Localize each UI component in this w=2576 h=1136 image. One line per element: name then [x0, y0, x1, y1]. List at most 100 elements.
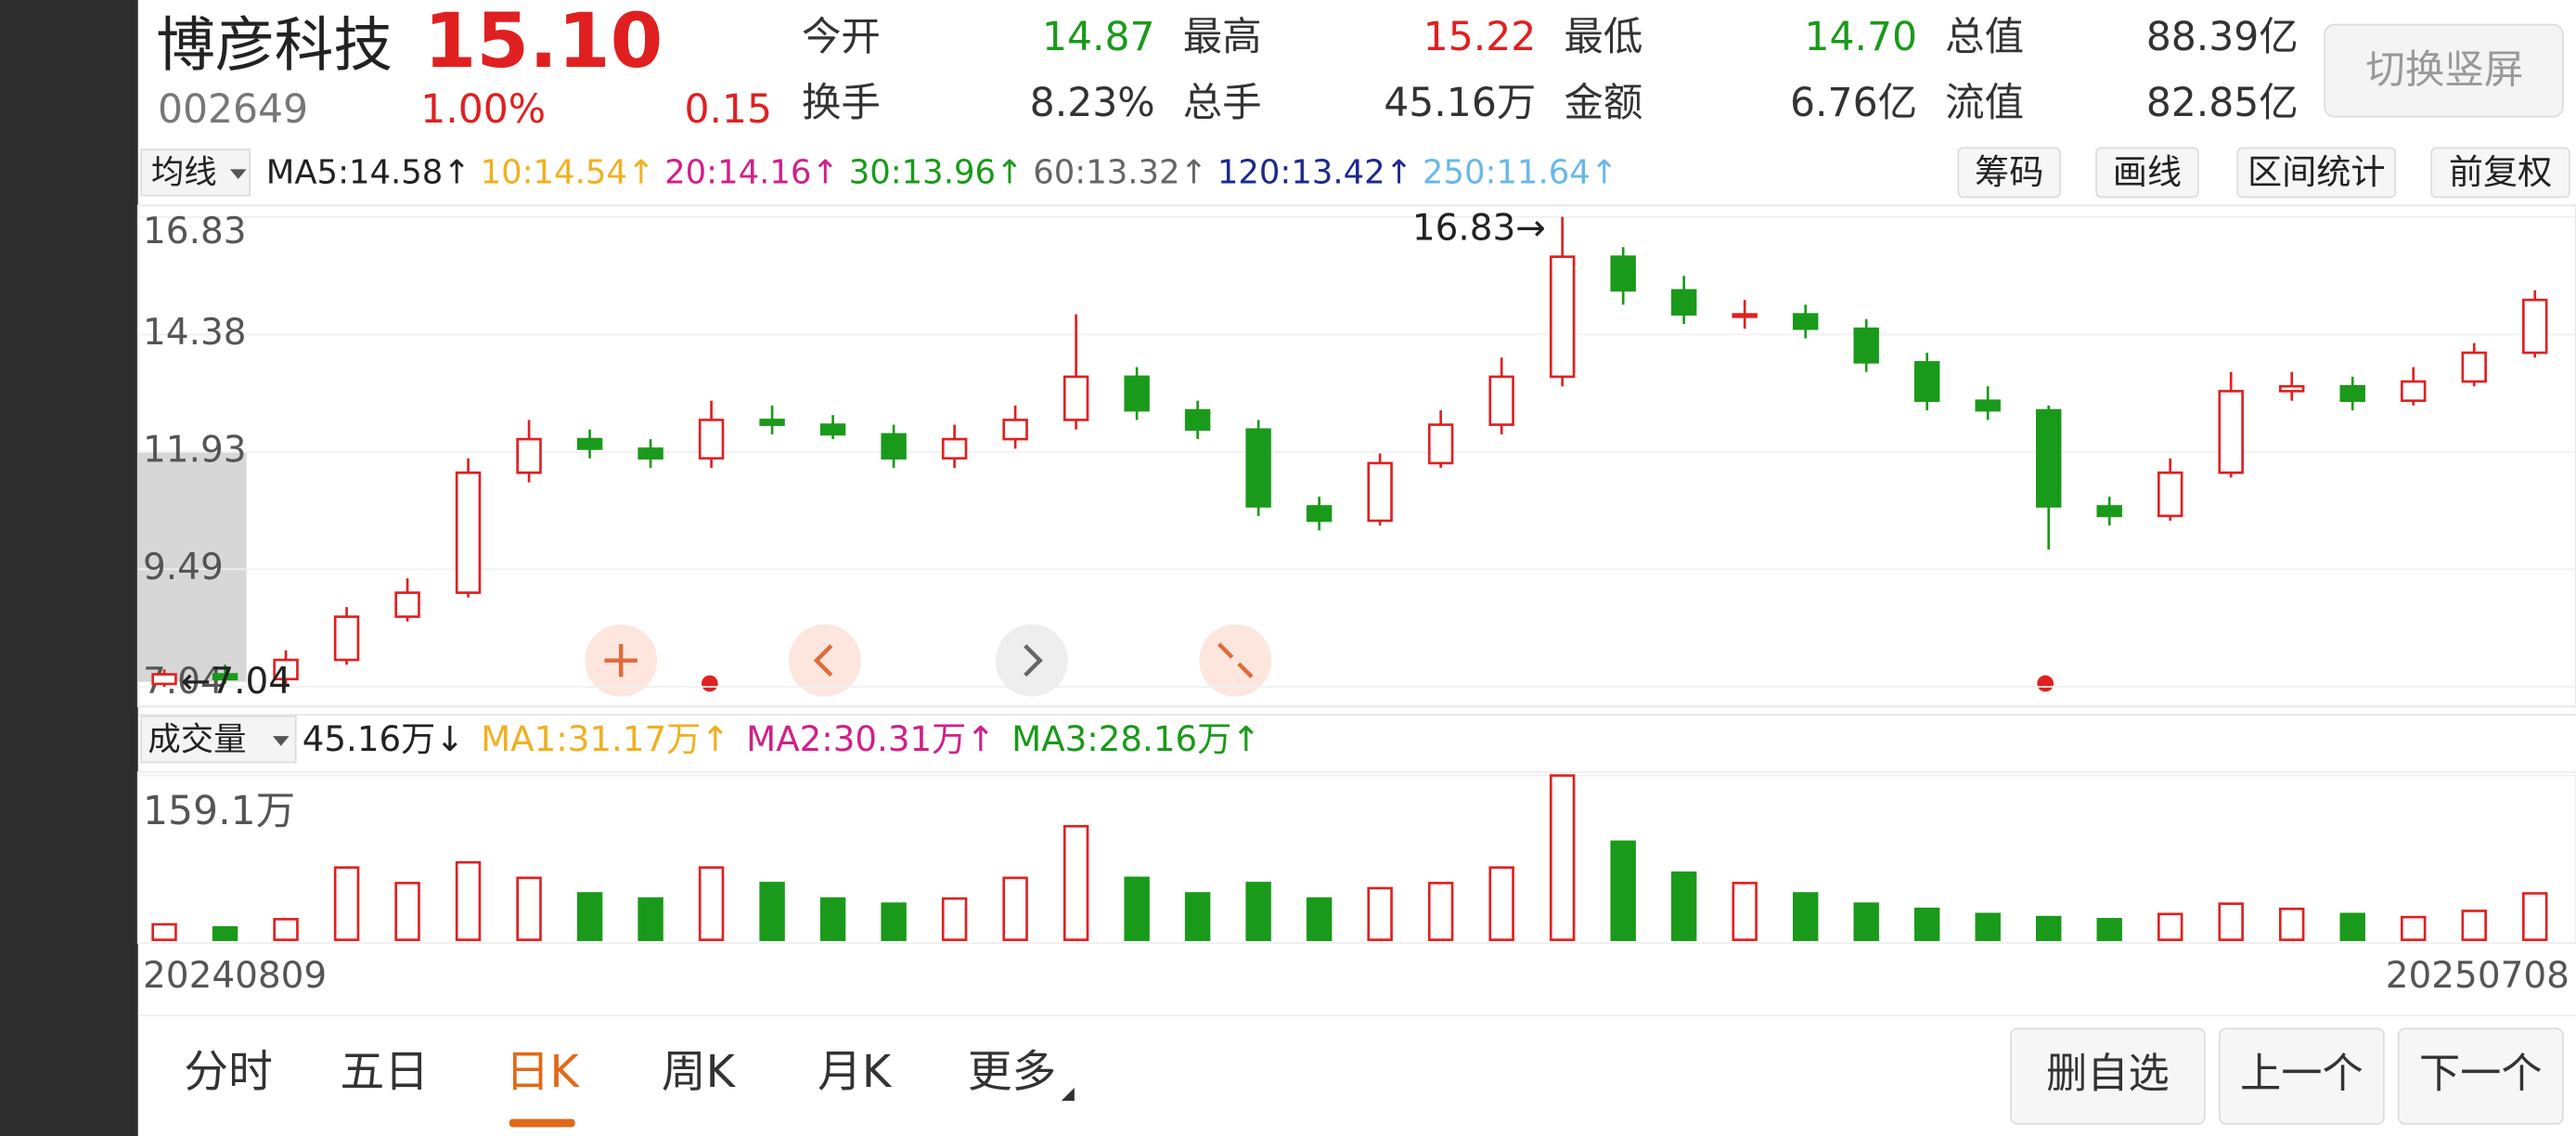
- candle-body: [1975, 399, 2001, 412]
- next-icon: [1024, 644, 1043, 678]
- candle-body: [941, 437, 968, 460]
- tool-button-label: 筹码: [1975, 151, 2043, 192]
- volume-bar: [576, 892, 603, 941]
- y-tick-label: 159.1万: [143, 789, 295, 834]
- volume-bar: [698, 866, 725, 941]
- candle-body: [394, 591, 420, 618]
- volume-bar: [273, 918, 299, 941]
- volume-legend: MA1:31.17万↑: [481, 718, 729, 759]
- volume-bar: [212, 925, 238, 941]
- candle-body: [1488, 375, 1514, 426]
- stat-label: 最高: [1183, 15, 1262, 60]
- action-label: 上一个: [2240, 1051, 2363, 1098]
- tab-underline: [509, 1118, 575, 1128]
- volume-bar: [1913, 907, 1940, 941]
- stock-price: 15.10: [424, 0, 663, 85]
- volume-legend: 45.16万↓: [303, 718, 465, 759]
- candle-body: [759, 419, 785, 426]
- stat-label: 今开: [802, 15, 881, 60]
- candle-body: [2522, 298, 2548, 355]
- candle-body: [1002, 419, 1028, 441]
- x-label: 20240809: [143, 955, 327, 997]
- stock-code: 002649: [158, 87, 308, 133]
- action-button[interactable]: [2218, 1027, 2385, 1125]
- volume-bar: [2096, 918, 2122, 941]
- side-strip: [0, 0, 138, 1136]
- volume-bar: [1124, 876, 1150, 941]
- tool-button[interactable]: [2236, 147, 2397, 199]
- candle-body: [576, 437, 603, 450]
- volume-bar: [516, 876, 542, 941]
- tab[interactable]: 更多: [968, 1047, 1057, 1098]
- candle-body: [2035, 408, 2062, 508]
- tab[interactable]: 周K: [662, 1047, 737, 1098]
- stat-label: 总值: [1945, 15, 2024, 60]
- next-button[interactable]: [995, 624, 1068, 697]
- volume-bar: [333, 866, 360, 941]
- ma-value: MA5:14.58↑: [266, 154, 470, 192]
- volume-bar: [1853, 902, 1879, 941]
- candle-body: [1367, 461, 1393, 523]
- stat-value: 14.87: [1042, 15, 1155, 60]
- volume-bar: [1184, 892, 1211, 941]
- change: 0.15: [685, 87, 773, 133]
- volume-bar: [455, 860, 482, 941]
- prev-button[interactable]: [788, 624, 861, 697]
- volume-selector[interactable]: [140, 715, 297, 764]
- volume-bar: [1306, 897, 1333, 941]
- stat-value: 88.39亿: [2146, 15, 2299, 60]
- candle-body: [881, 432, 907, 460]
- candle-body: [1732, 313, 1758, 318]
- tab[interactable]: 月K: [818, 1047, 893, 1098]
- tool-button-label: 区间统计: [2248, 151, 2386, 192]
- dropdown-icon: [272, 736, 290, 746]
- switch-button[interactable]: [2324, 23, 2564, 118]
- candle-body: [333, 615, 360, 662]
- volume-bar: [2401, 915, 2427, 941]
- ma-value: 120:13.42↑: [1217, 154, 1412, 192]
- tab[interactable]: 五日: [340, 1047, 429, 1098]
- stat-value: 6.76亿: [1790, 81, 1917, 126]
- tool-button[interactable]: [2095, 147, 2199, 199]
- volume-legend: MA3:28.16万↑: [1011, 718, 1260, 759]
- volume-bar: [2522, 892, 2548, 941]
- tool-button[interactable]: [2430, 147, 2570, 199]
- stat-label: 最低: [1564, 15, 1642, 60]
- candle-body: [698, 419, 725, 460]
- volume-bar: [2339, 912, 2365, 941]
- stock-name: 博彦科技: [156, 12, 393, 81]
- annotation: 16.83→: [1412, 207, 1546, 249]
- overlay-handle[interactable]: [137, 451, 247, 682]
- ma-selector[interactable]: [140, 148, 251, 197]
- candle-body: [2096, 505, 2122, 518]
- action-button[interactable]: [2010, 1027, 2206, 1125]
- y-tick-label: 9.49: [143, 547, 224, 588]
- candle-body: [2278, 384, 2305, 393]
- ma-value: 30:13.96↑: [849, 154, 1024, 192]
- candle-body: [1913, 361, 1940, 403]
- tab[interactable]: 分时: [184, 1047, 273, 1098]
- ma-value: 250:11.64↑: [1423, 154, 1617, 192]
- tab[interactable]: 日K: [506, 1047, 581, 1098]
- volume-panel: [136, 771, 2576, 945]
- volume-bar: [2157, 912, 2183, 941]
- volume-bar: [1488, 866, 1514, 941]
- volume-bar: [1732, 882, 1758, 941]
- volume-bar: [2278, 907, 2305, 941]
- y-tick-label: 16.83: [143, 211, 246, 252]
- candle-body: [212, 673, 238, 681]
- action-label: 下一个: [2419, 1051, 2543, 1098]
- volume-bar: [819, 897, 846, 941]
- volume-bar: [1367, 886, 1393, 941]
- ma-selector-label: 均线: [151, 154, 217, 192]
- volume-bar: [1245, 882, 1271, 941]
- ma-value: 60:13.32↑: [1033, 154, 1207, 192]
- candle-body: [1549, 255, 1576, 379]
- tool-button[interactable]: [1957, 147, 2061, 199]
- candle-body: [638, 447, 663, 460]
- candle-body: [1184, 408, 1211, 432]
- shrink-button[interactable]: [1199, 624, 1272, 697]
- action-button[interactable]: [2397, 1027, 2564, 1125]
- volume-bar: [394, 882, 420, 941]
